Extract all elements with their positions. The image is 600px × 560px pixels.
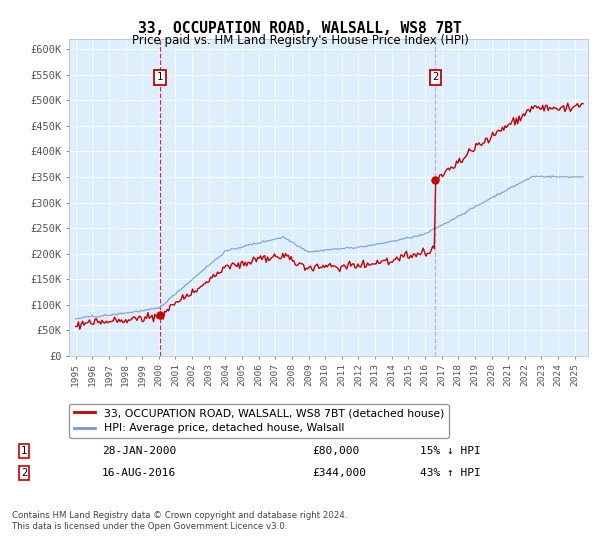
Text: 2: 2 [432,72,439,82]
Text: 16-AUG-2016: 16-AUG-2016 [102,468,176,478]
Text: Price paid vs. HM Land Registry's House Price Index (HPI): Price paid vs. HM Land Registry's House … [131,34,469,46]
Text: 28-JAN-2000: 28-JAN-2000 [102,446,176,456]
Text: 43% ↑ HPI: 43% ↑ HPI [420,468,481,478]
Text: 1: 1 [21,446,27,456]
Text: 15% ↓ HPI: 15% ↓ HPI [420,446,481,456]
Text: 2: 2 [21,468,27,478]
Legend: 33, OCCUPATION ROAD, WALSALL, WS8 7BT (detached house), HPI: Average price, deta: 33, OCCUPATION ROAD, WALSALL, WS8 7BT (d… [69,404,449,438]
Text: £344,000: £344,000 [312,468,366,478]
Text: This data is licensed under the Open Government Licence v3.0.: This data is licensed under the Open Gov… [12,522,287,531]
Text: Contains HM Land Registry data © Crown copyright and database right 2024.: Contains HM Land Registry data © Crown c… [12,511,347,520]
Text: £80,000: £80,000 [312,446,359,456]
Text: 33, OCCUPATION ROAD, WALSALL, WS8 7BT: 33, OCCUPATION ROAD, WALSALL, WS8 7BT [138,21,462,36]
Text: 1: 1 [157,72,163,82]
